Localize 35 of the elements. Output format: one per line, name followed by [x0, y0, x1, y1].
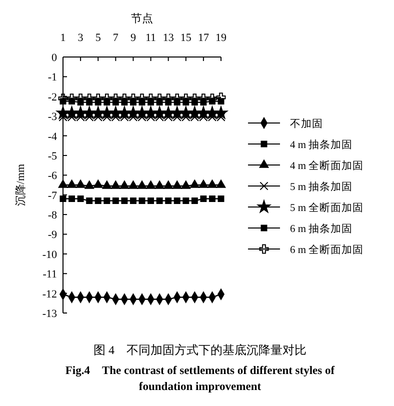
y-tick-label: -10: [42, 248, 58, 261]
y-tick-label: -1: [48, 72, 57, 84]
legend-label: 6 m 全断面加固: [290, 243, 364, 256]
text: 图 4 不同加固方式下的基底沉降量对比: [94, 343, 306, 357]
y-tick-label: -11: [42, 268, 57, 281]
legend-label: 4 m 全断面加固: [290, 159, 364, 172]
legend-label: 不加固: [290, 117, 323, 130]
x-tick-label: 9: [130, 32, 136, 44]
x-axis-title: 节点: [131, 12, 153, 25]
y-tick-label: -3: [48, 111, 58, 124]
y-tick-label: -4: [48, 130, 58, 143]
x-tick-label: 3: [78, 32, 84, 44]
x-tick-label: 11: [145, 32, 156, 44]
x-tick-label: 15: [180, 32, 192, 44]
y-tick-label: -5: [48, 150, 58, 162]
x-tick-label: 7: [112, 32, 119, 44]
x-tick-label: 13: [162, 32, 174, 44]
y-tick-label: -2: [48, 91, 57, 104]
y-tick-label: -7: [48, 190, 58, 202]
legend-label: 5 m 抽条加固: [290, 180, 353, 193]
x-tick-label: 5: [95, 32, 102, 44]
y-axis-title: 沉降/mm: [15, 163, 27, 206]
y-tick-label: 0: [52, 52, 58, 64]
legend-label: 4 m 抽条加固: [290, 138, 353, 151]
x-tick-label: 17: [198, 32, 210, 44]
y-tick-label: -8: [48, 210, 58, 222]
legend-label: 5 m 全断面加固: [290, 201, 364, 214]
y-tick-label: -6: [48, 170, 58, 182]
x-tick-label: 1: [60, 32, 66, 44]
x-tick-label: 19: [216, 32, 227, 44]
y-tick-label: -12: [42, 288, 57, 300]
y-tick-label: -13: [42, 308, 58, 320]
text: Fig.4 The contrast of settlements of different styles of foundation improvement: [65, 365, 335, 393]
legend-label: 6 m 抽条加固: [290, 222, 353, 235]
y-tick-label: -9: [48, 229, 58, 242]
